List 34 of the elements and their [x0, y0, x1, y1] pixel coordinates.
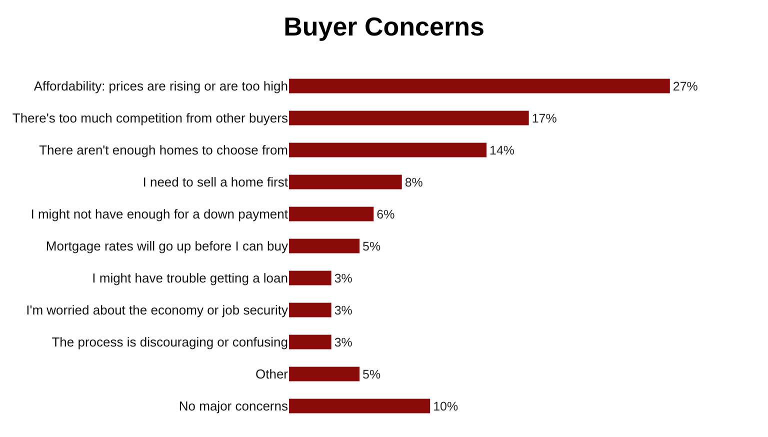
bar [289, 238, 360, 254]
data-label: 3% [334, 271, 352, 286]
y-tick-label: No major concerns [178, 398, 288, 414]
data-label: 5% [362, 367, 381, 382]
data-label: 3% [334, 303, 352, 318]
bar [289, 334, 332, 350]
y-tick-label: I'm worried about the economy or job security [26, 302, 288, 318]
chart-title: Buyer Concerns [284, 12, 484, 42]
y-tick-label: Affordability: prices are rising or are too high [34, 78, 288, 94]
data-label: 6% [376, 207, 395, 222]
y-tick-label: The process is discouraging or confusing [52, 334, 288, 350]
data-label: 14% [490, 143, 514, 158]
data-label: 5% [362, 239, 381, 254]
bar [289, 206, 374, 222]
bar [289, 110, 529, 126]
y-tick-label: There's too much competition from other buyers [12, 110, 288, 126]
y-tick-label: There aren't enough homes to choose from [39, 142, 288, 158]
data-label: 3% [334, 335, 352, 350]
data-label: 17% [532, 111, 557, 126]
data-label: 27% [672, 79, 698, 94]
y-tick-label: Other [255, 366, 289, 382]
y-tick-label: Mortgage rates will go up before I can buy [46, 238, 288, 254]
y-tick-label: I might have trouble getting a loan [92, 270, 288, 286]
data-label: 10% [433, 399, 458, 414]
data-label: 8% [404, 175, 423, 190]
bar [289, 270, 332, 286]
bar [289, 302, 332, 318]
y-tick-label: I need to sell a home first [142, 174, 288, 190]
bar [289, 142, 487, 158]
bar [289, 366, 360, 382]
bar [289, 78, 670, 94]
bar [289, 398, 430, 414]
y-tick-label: I might not have enough for a down payment [30, 206, 288, 222]
bar [289, 174, 402, 190]
